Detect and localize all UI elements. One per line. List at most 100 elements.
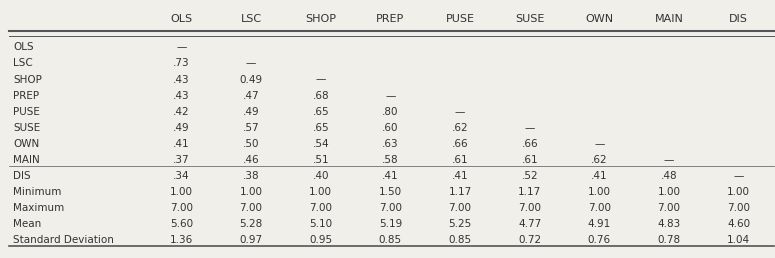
Text: 0.78: 0.78 xyxy=(657,235,680,245)
Text: 7.00: 7.00 xyxy=(658,203,680,213)
Text: PREP: PREP xyxy=(13,91,39,101)
Text: 7.00: 7.00 xyxy=(518,203,541,213)
Text: .34: .34 xyxy=(173,171,190,181)
Text: .38: .38 xyxy=(243,171,260,181)
Text: PUSE: PUSE xyxy=(13,107,40,117)
Text: SHOP: SHOP xyxy=(305,14,336,24)
Text: 5.28: 5.28 xyxy=(239,219,263,229)
Text: .40: .40 xyxy=(312,171,329,181)
Text: 1.00: 1.00 xyxy=(309,187,332,197)
Text: .49: .49 xyxy=(243,107,260,117)
Text: .51: .51 xyxy=(312,155,329,165)
Text: DIS: DIS xyxy=(13,171,30,181)
Text: .80: .80 xyxy=(382,107,398,117)
Text: Mean: Mean xyxy=(13,219,41,229)
Text: —: — xyxy=(246,59,257,69)
Text: .62: .62 xyxy=(591,155,608,165)
Text: .46: .46 xyxy=(243,155,260,165)
Text: .65: .65 xyxy=(312,123,329,133)
Text: 1.50: 1.50 xyxy=(379,187,402,197)
Text: 0.85: 0.85 xyxy=(449,235,472,245)
Text: 1.04: 1.04 xyxy=(727,235,750,245)
Text: 1.00: 1.00 xyxy=(658,187,680,197)
Text: .41: .41 xyxy=(173,139,190,149)
Text: .66: .66 xyxy=(522,139,538,149)
Text: LSC: LSC xyxy=(240,14,262,24)
Text: OLS: OLS xyxy=(13,42,33,52)
Text: .47: .47 xyxy=(243,91,260,101)
Text: OWN: OWN xyxy=(13,139,40,149)
Text: MAIN: MAIN xyxy=(655,14,684,24)
Text: .63: .63 xyxy=(382,139,398,149)
Text: —: — xyxy=(455,107,465,117)
Text: 0.97: 0.97 xyxy=(239,235,263,245)
Text: 7.00: 7.00 xyxy=(170,203,193,213)
Text: SUSE: SUSE xyxy=(515,14,545,24)
Text: 4.60: 4.60 xyxy=(727,219,750,229)
Text: .58: .58 xyxy=(382,155,398,165)
Text: 7.00: 7.00 xyxy=(449,203,472,213)
Text: 4.83: 4.83 xyxy=(657,219,680,229)
Text: —: — xyxy=(734,171,744,181)
Text: —: — xyxy=(664,155,674,165)
Text: 1.00: 1.00 xyxy=(170,187,193,197)
Text: —: — xyxy=(385,91,395,101)
Text: 1.17: 1.17 xyxy=(518,187,542,197)
Text: Minimum: Minimum xyxy=(13,187,61,197)
Text: 4.77: 4.77 xyxy=(518,219,542,229)
Text: DIS: DIS xyxy=(729,14,748,24)
Text: 5.25: 5.25 xyxy=(449,219,472,229)
Text: .37: .37 xyxy=(173,155,190,165)
Text: 5.60: 5.60 xyxy=(170,219,193,229)
Text: OLS: OLS xyxy=(170,14,192,24)
Text: .68: .68 xyxy=(312,91,329,101)
Text: MAIN: MAIN xyxy=(13,155,40,165)
Text: .42: .42 xyxy=(173,107,190,117)
Text: —: — xyxy=(594,139,605,149)
Text: —: — xyxy=(525,123,535,133)
Text: 7.00: 7.00 xyxy=(239,203,263,213)
Text: .54: .54 xyxy=(312,139,329,149)
Text: 0.76: 0.76 xyxy=(588,235,611,245)
Text: PUSE: PUSE xyxy=(446,14,474,24)
Text: .57: .57 xyxy=(243,123,260,133)
Text: Maximum: Maximum xyxy=(13,203,64,213)
Text: LSC: LSC xyxy=(13,59,33,69)
Text: SUSE: SUSE xyxy=(13,123,40,133)
Text: —: — xyxy=(315,75,326,85)
Text: Standard Deviation: Standard Deviation xyxy=(13,235,114,245)
Text: 1.17: 1.17 xyxy=(449,187,472,197)
Text: .66: .66 xyxy=(452,139,468,149)
Text: 1.00: 1.00 xyxy=(727,187,750,197)
Text: .41: .41 xyxy=(382,171,398,181)
Text: 0.49: 0.49 xyxy=(239,75,263,85)
Text: .61: .61 xyxy=(452,155,468,165)
Text: 7.00: 7.00 xyxy=(588,203,611,213)
Text: 1.00: 1.00 xyxy=(239,187,263,197)
Text: 5.10: 5.10 xyxy=(309,219,332,229)
Text: .73: .73 xyxy=(173,59,190,69)
Text: 4.91: 4.91 xyxy=(587,219,611,229)
Text: .43: .43 xyxy=(173,75,190,85)
Text: .43: .43 xyxy=(173,91,190,101)
Text: .41: .41 xyxy=(452,171,468,181)
Text: 0.95: 0.95 xyxy=(309,235,332,245)
Text: 1.36: 1.36 xyxy=(170,235,193,245)
Text: .49: .49 xyxy=(173,123,190,133)
Text: .52: .52 xyxy=(522,171,538,181)
Text: 7.00: 7.00 xyxy=(309,203,332,213)
Text: .48: .48 xyxy=(661,171,677,181)
Text: SHOP: SHOP xyxy=(13,75,42,85)
Text: 7.00: 7.00 xyxy=(379,203,402,213)
Text: .62: .62 xyxy=(452,123,468,133)
Text: —: — xyxy=(176,42,187,52)
Text: 5.19: 5.19 xyxy=(379,219,402,229)
Text: .50: .50 xyxy=(243,139,260,149)
Text: 0.85: 0.85 xyxy=(379,235,402,245)
Text: OWN: OWN xyxy=(585,14,614,24)
Text: PREP: PREP xyxy=(377,14,405,24)
Text: 7.00: 7.00 xyxy=(727,203,750,213)
Text: .61: .61 xyxy=(522,155,538,165)
Text: .65: .65 xyxy=(312,107,329,117)
Text: 0.72: 0.72 xyxy=(518,235,541,245)
